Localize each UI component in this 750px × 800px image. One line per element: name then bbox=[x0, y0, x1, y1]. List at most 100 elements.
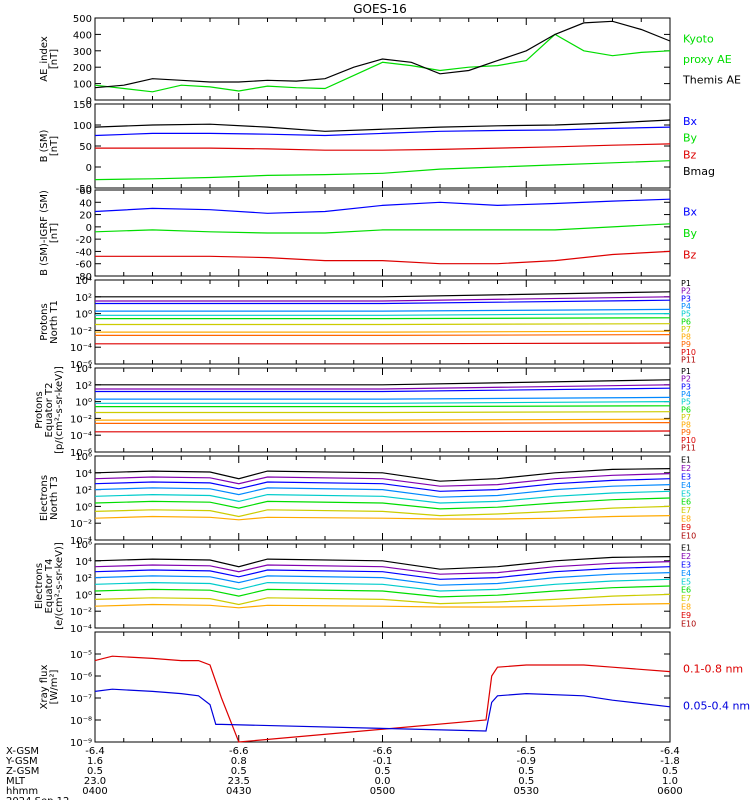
legend-entry: P1 bbox=[681, 367, 691, 376]
footer-value: -1.8 bbox=[660, 756, 680, 767]
legend-entry: E5 bbox=[681, 577, 691, 586]
y-axis-label: B (SM)-IGRF (SM) bbox=[39, 190, 50, 276]
y-tick-label: 100 bbox=[73, 80, 92, 91]
legend-entry: 0.05-0.4 nm bbox=[683, 699, 750, 712]
series-line-e6 bbox=[94, 497, 671, 510]
y-tick-label: -20 bbox=[76, 235, 92, 246]
series-line-bx bbox=[94, 198, 671, 214]
footer-value: 23.5 bbox=[228, 776, 250, 787]
y-axis-label: [nT] bbox=[49, 49, 60, 69]
series-line-e5 bbox=[94, 578, 671, 592]
footer-value: 0.5 bbox=[518, 766, 534, 777]
footer-value: 1.0 bbox=[662, 776, 678, 787]
legend-entry: P2 bbox=[681, 287, 691, 296]
series-line-p4 bbox=[95, 396, 671, 400]
series-line-e7 bbox=[94, 505, 671, 518]
series-line-e4 bbox=[94, 572, 671, 586]
y-tick-label: 60 bbox=[79, 186, 92, 197]
series-line-kyoto-proxy-ae bbox=[94, 33, 671, 93]
series-line-e5 bbox=[94, 490, 671, 504]
y-tick-label: 500 bbox=[73, 14, 92, 25]
series-line-p4 bbox=[95, 308, 671, 312]
footer-value: 0.5 bbox=[518, 776, 534, 787]
y-tick-label: 150 bbox=[73, 100, 92, 111]
y-tick-label: -60 bbox=[76, 260, 92, 271]
series-line-p9 bbox=[95, 334, 671, 336]
legend-entry: E8 bbox=[681, 515, 691, 524]
plot-frame bbox=[94, 543, 671, 629]
footer: X-GSM -6.4 -6.6 -6.6 -6.5 -6.4 Y-GSM 1.6 0.8 -0.1… bbox=[5, 746, 683, 800]
y-axis-label: [e/(cm²-s-sr-keV)] bbox=[54, 542, 65, 630]
footer-value: 0.0 bbox=[375, 776, 391, 787]
footer-value: 0.5 bbox=[662, 766, 678, 777]
y-tick-label: 10⁻⁶ bbox=[70, 448, 92, 459]
legend-entry: P5 bbox=[681, 398, 691, 407]
legend-entry: P3 bbox=[681, 382, 691, 391]
y-tick-label: 10⁻² bbox=[70, 326, 92, 337]
footer-row-label: Z-GSM bbox=[6, 766, 39, 777]
y-axis-label: Electrons bbox=[39, 475, 50, 521]
legend-entry: E3 bbox=[681, 561, 691, 570]
y-tick-label: 10⁴ bbox=[75, 469, 92, 480]
y-tick-label: 10⁴ bbox=[75, 364, 92, 375]
series-line-bmag bbox=[94, 119, 671, 132]
series-line-e8 bbox=[94, 515, 671, 521]
series-line-e8 bbox=[94, 603, 671, 609]
y-tick-label: 20 bbox=[79, 211, 92, 222]
plot-frame bbox=[94, 455, 671, 541]
y-axis-label: AE_index bbox=[39, 36, 50, 82]
legend-entry: P3 bbox=[681, 294, 691, 303]
legend-entry: E3 bbox=[681, 473, 691, 482]
series-line-0-05-0-4-nm bbox=[94, 688, 671, 732]
footer-value: 0530 bbox=[514, 786, 539, 797]
legend-entry: P10 bbox=[681, 436, 696, 445]
y-tick-label: 10⁻⁸ bbox=[70, 716, 92, 727]
y-tick-label: 10⁴ bbox=[75, 557, 92, 568]
series-line-bx bbox=[94, 126, 671, 137]
series-line-e3 bbox=[94, 566, 671, 580]
legend-entry: E1 bbox=[681, 544, 691, 553]
series-line-e1 bbox=[94, 556, 671, 570]
y-tick-label: 10⁰ bbox=[75, 502, 92, 513]
footer-value: -6.4 bbox=[85, 746, 105, 757]
series-line-e6 bbox=[94, 585, 671, 598]
y-tick-label: -80 bbox=[76, 272, 92, 283]
footer-value: 0.5 bbox=[231, 766, 247, 777]
footer-value: 0.5 bbox=[87, 766, 103, 777]
legend-entry: By bbox=[683, 227, 698, 240]
legend-entry: P9 bbox=[681, 428, 691, 437]
legend-entry: P7 bbox=[681, 325, 691, 334]
series-line-p6 bbox=[95, 405, 671, 408]
series-line-p5 bbox=[95, 313, 671, 316]
y-tick-label: 0 bbox=[86, 163, 92, 174]
legend-entry: E2 bbox=[681, 464, 691, 473]
plot-frame bbox=[94, 279, 671, 365]
legend-entry: Bmag bbox=[683, 165, 715, 178]
y-tick-label: -50 bbox=[76, 184, 92, 195]
series-line-e2 bbox=[94, 473, 671, 487]
series-line-p7 bbox=[95, 411, 671, 414]
legend-entry: P5 bbox=[681, 310, 691, 319]
y-tick-label: 10⁻⁹ bbox=[70, 738, 92, 749]
footer-row-label: X-GSM bbox=[6, 746, 39, 757]
series-line-e2 bbox=[94, 561, 671, 575]
y-axis-label: [nT] bbox=[49, 136, 60, 156]
y-tick-label: 10⁻² bbox=[70, 519, 92, 530]
y-tick-label: 10⁶ bbox=[75, 452, 92, 463]
y-tick-label: 10⁻² bbox=[70, 607, 92, 618]
footer-value: -6.6 bbox=[373, 746, 393, 757]
legend-entry: E5 bbox=[681, 489, 691, 498]
panel-4: 10⁻⁶ 10⁻⁴ 10⁻² 10⁰ 10² 10⁴ Protons North T1 P1P2… bbox=[39, 276, 696, 371]
y-tick-label: 10² bbox=[75, 574, 92, 585]
panel-1: 0 100 200 300 400 500 AE_index [nT] Kyoto proxy A… bbox=[39, 14, 741, 107]
y-tick-label: 10⁻⁷ bbox=[70, 694, 92, 705]
series-line-p9 bbox=[95, 422, 671, 424]
y-tick-label: 10² bbox=[75, 381, 92, 392]
y-axis-label: Electrons bbox=[34, 563, 45, 609]
legend-entry: Bx bbox=[683, 206, 698, 219]
legend-entry: E10 bbox=[681, 619, 696, 628]
y-axis-label: Protons bbox=[34, 391, 45, 428]
series-line-themis-ae bbox=[94, 20, 671, 89]
